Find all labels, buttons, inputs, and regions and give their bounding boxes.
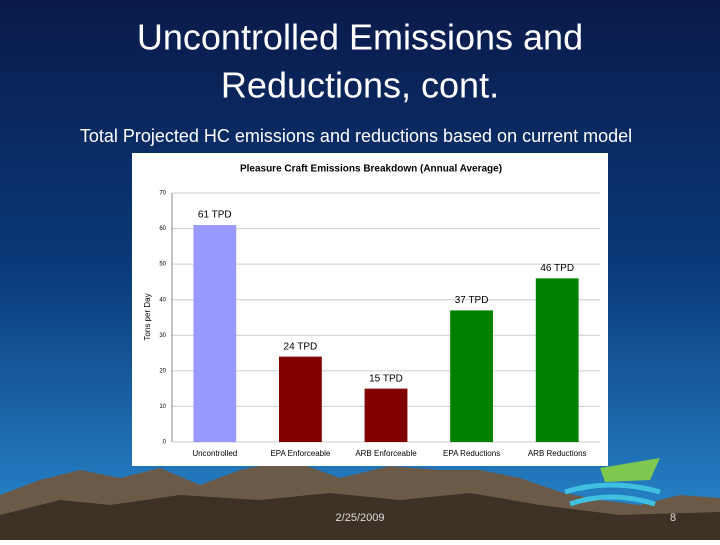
y-tick-label: 40 <box>159 297 166 303</box>
value-label: 46 TPD <box>540 263 574 274</box>
bar <box>535 278 579 442</box>
x-tick-label: Uncontrolled <box>192 449 237 458</box>
chart-title: Pleasure Craft Emissions Breakdown (Annu… <box>240 164 502 175</box>
slide-date: 2/25/2009 <box>336 512 385 524</box>
y-tick-label: 20 <box>159 368 166 374</box>
x-tick-label: ARB Reductions <box>528 449 587 458</box>
bar <box>450 310 493 442</box>
y-tick-label: 10 <box>159 404 166 410</box>
slide-title: Uncontrolled Emissions and <box>137 17 583 58</box>
y-tick-label: 70 <box>159 191 166 197</box>
y-axis-label: Tons per Day <box>143 293 152 340</box>
bar <box>193 225 237 442</box>
bar <box>364 388 408 442</box>
y-tick-label: 30 <box>159 333 166 339</box>
value-label: 37 TPD <box>455 295 489 306</box>
bar <box>279 356 322 442</box>
mountains-front <box>0 493 720 540</box>
y-tick-label: 0 <box>163 440 167 446</box>
x-tick-label: EPA Reductions <box>443 449 500 458</box>
y-tick-label: 50 <box>159 262 166 268</box>
boat-icon <box>564 458 661 507</box>
value-label: 15 TPD <box>369 373 403 384</box>
page-number: 8 <box>670 512 676 524</box>
value-label: 61 TPD <box>198 210 232 221</box>
x-tick-label: ARB Enforceable <box>355 449 417 458</box>
value-label: 24 TPD <box>284 341 318 352</box>
x-tick-label: EPA Enforceable <box>270 449 330 458</box>
slide-title: Reductions, cont. <box>221 65 499 106</box>
slide-subtitle: Total Projected HC emissions and reducti… <box>80 126 632 146</box>
y-tick-label: 60 <box>159 226 166 232</box>
